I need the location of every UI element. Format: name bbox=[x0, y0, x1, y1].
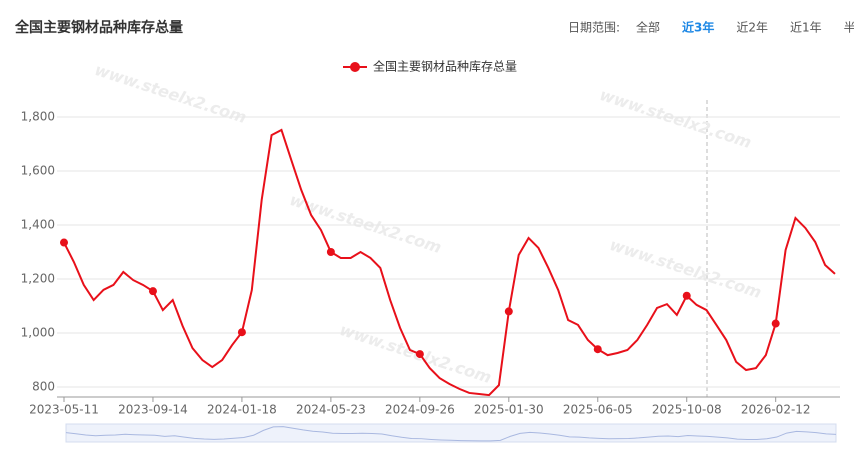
y-tick-label: 1,600 bbox=[21, 164, 55, 178]
x-tick-label: 2025-06-05 bbox=[563, 403, 633, 417]
watermark: www.steelx2.com bbox=[287, 190, 444, 257]
range-option[interactable]: 全部 bbox=[636, 20, 660, 35]
x-tick-label: 2024-09-26 bbox=[385, 403, 455, 417]
y-tick-label: 1,000 bbox=[21, 326, 55, 340]
chart-title: 全国主要钢材品种库存总量 bbox=[14, 19, 183, 36]
series-line bbox=[63, 128, 836, 397]
point-marker bbox=[60, 238, 68, 247]
y-tick-label: 1,800 bbox=[21, 110, 55, 124]
x-tick-label: 2024-01-18 bbox=[207, 403, 277, 417]
x-tick-label: 2024-05-23 bbox=[296, 403, 366, 417]
y-tick-label: 1,200 bbox=[21, 272, 55, 286]
range-option[interactable]: 近2年 bbox=[736, 21, 768, 35]
range-option[interactable]: 近3年 bbox=[682, 20, 714, 35]
x-tick-label: 2023-05-11 bbox=[29, 403, 99, 417]
point-marker bbox=[415, 350, 424, 359]
y-tick-label: 1,400 bbox=[21, 218, 55, 232]
x-tick-label: 2025-10-08 bbox=[652, 403, 722, 417]
zoom-slider[interactable] bbox=[65, 423, 837, 443]
x-tick-label: 2026-02-12 bbox=[741, 403, 811, 417]
range-label: 日期范围: bbox=[568, 21, 620, 35]
zoom-preview bbox=[65, 426, 837, 442]
legend-label[interactable]: 全国主要钢材品种库存总量 bbox=[373, 59, 517, 74]
point-marker bbox=[148, 287, 157, 296]
watermark: www.steelx2.com bbox=[337, 320, 494, 387]
range-option[interactable]: 近1年 bbox=[790, 21, 822, 35]
point-marker bbox=[504, 307, 513, 316]
watermark: www.steelx2.com bbox=[597, 85, 754, 152]
point-marker bbox=[593, 345, 602, 354]
point-marker bbox=[237, 328, 246, 337]
point-marker bbox=[771, 319, 780, 328]
x-tick-label: 2023-09-14 bbox=[118, 403, 188, 417]
legend-marker bbox=[350, 62, 360, 72]
y-tick-label: 800 bbox=[32, 380, 55, 394]
point-marker bbox=[682, 291, 691, 300]
range-option[interactable]: 半年 bbox=[844, 21, 854, 35]
x-tick-label: 2025-01-30 bbox=[474, 403, 544, 417]
point-marker bbox=[326, 248, 335, 257]
